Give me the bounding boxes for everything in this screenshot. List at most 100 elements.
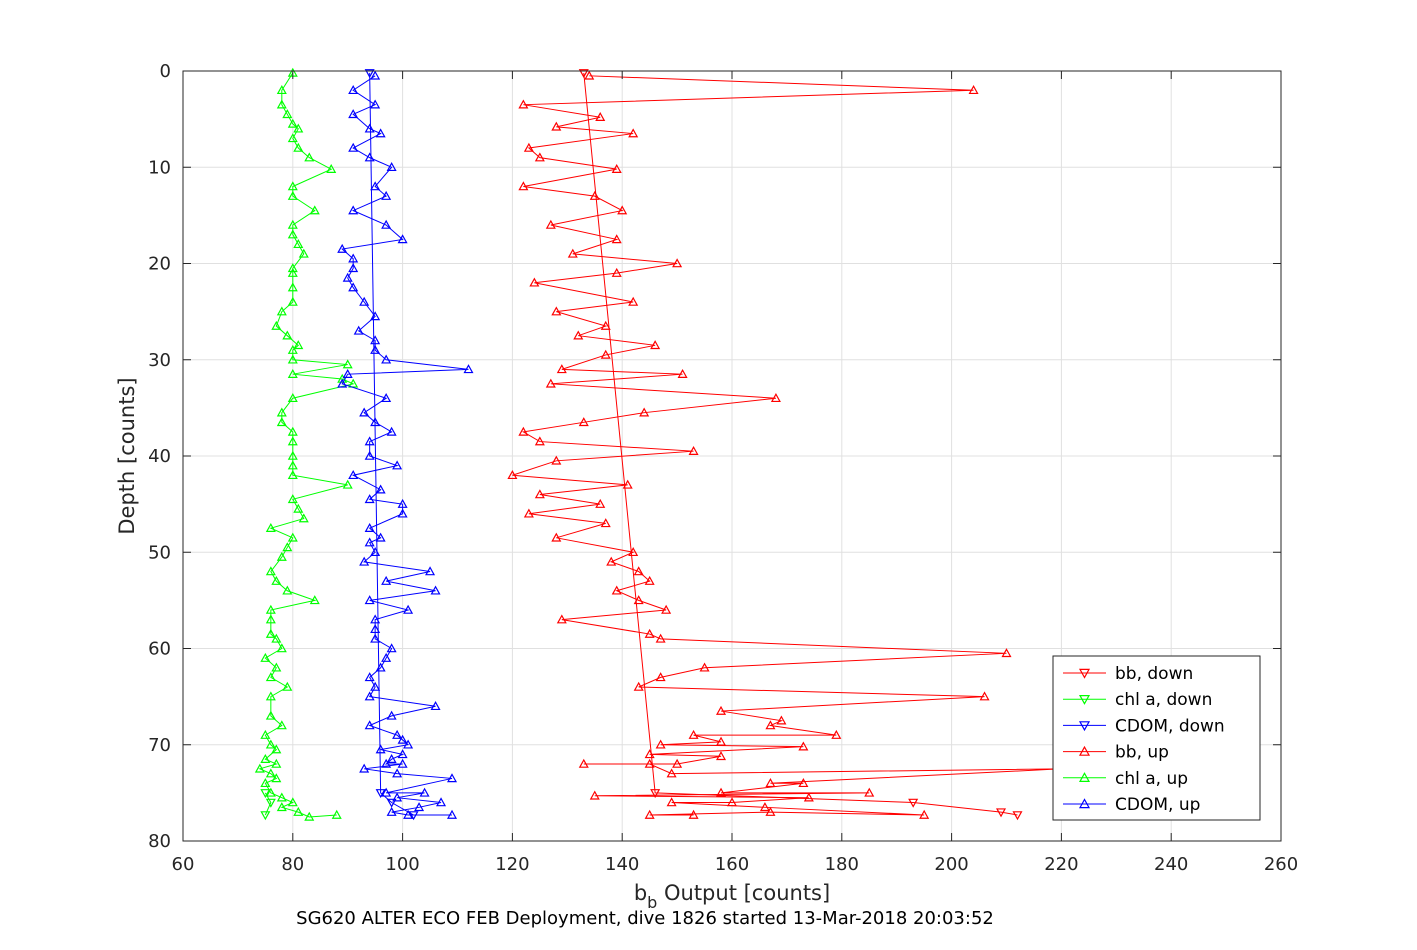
data-point (578, 69, 589, 79)
data-point (364, 720, 375, 730)
data-point (381, 652, 392, 662)
legend-label: CDOM, up (1115, 795, 1200, 815)
data-point (392, 768, 403, 778)
y-tick-label: 20 (148, 254, 171, 275)
data-point (666, 768, 677, 778)
data-point (386, 798, 397, 808)
data-point (633, 595, 644, 605)
data-point (716, 751, 727, 761)
data-point (386, 710, 397, 720)
data-point (551, 121, 562, 131)
data-point (386, 426, 397, 436)
data-point (364, 537, 375, 547)
data-point (770, 393, 781, 403)
data-point (370, 681, 381, 691)
legend-label: CDOM, down (1115, 716, 1225, 736)
data-point (287, 797, 298, 807)
data-point (600, 518, 611, 528)
data-point (611, 267, 622, 277)
data-point (639, 407, 650, 417)
data-point (650, 789, 661, 799)
data-point (287, 219, 298, 229)
data-point (331, 809, 342, 819)
data-point (798, 778, 809, 788)
data-point (370, 547, 381, 557)
data-point (276, 802, 287, 812)
data-point (397, 758, 408, 768)
x-tick-label: 180 (825, 854, 859, 875)
data-point (342, 368, 353, 378)
data-point (397, 234, 408, 244)
data-point (348, 263, 359, 273)
data-point (556, 364, 567, 374)
data-point (716, 736, 727, 746)
data-point (265, 691, 276, 701)
data-point (419, 787, 430, 797)
data-point (276, 85, 287, 95)
data-point (276, 99, 287, 109)
data-point (644, 758, 655, 768)
data-point (908, 798, 919, 808)
data-point (595, 111, 606, 122)
data-point (518, 99, 529, 109)
data-point (699, 662, 710, 672)
data-point (666, 797, 677, 807)
data-point (655, 739, 666, 749)
x-axis-title-rest: Output [counts] (657, 881, 830, 905)
data-point (589, 190, 600, 200)
data-point (523, 508, 534, 518)
data-point (375, 789, 386, 799)
data-point (397, 498, 408, 508)
data-point (287, 267, 298, 277)
data-point (342, 359, 353, 369)
data-point (348, 85, 359, 95)
data-point (600, 320, 611, 330)
data-point (293, 142, 304, 152)
data-point (370, 335, 381, 345)
data-point (688, 729, 699, 739)
data-point (282, 109, 293, 119)
data-point (518, 181, 529, 191)
data-point (364, 691, 375, 701)
legend-label: bb, up (1115, 743, 1169, 763)
data-point (523, 142, 534, 152)
x-tick-label: 100 (385, 854, 419, 875)
data-point (276, 306, 287, 316)
data-point (397, 734, 408, 744)
legend-entry: chl a, down (1063, 690, 1212, 710)
data-point (364, 450, 375, 460)
series-line (512, 75, 1062, 816)
data-point (370, 614, 381, 624)
data-point (359, 296, 370, 306)
data-point (534, 152, 545, 162)
data-point (276, 792, 287, 802)
data-point (381, 219, 392, 229)
series-chl-a-up (254, 67, 359, 821)
y-tick-label: 70 (148, 735, 171, 756)
data-point (342, 272, 353, 282)
data-point (337, 378, 348, 388)
data-point (370, 70, 381, 80)
data-point (381, 787, 392, 797)
data-point (304, 811, 315, 821)
data-point (567, 248, 578, 258)
data-point (287, 296, 298, 306)
data-point (287, 263, 298, 273)
data-point (995, 808, 1007, 818)
data-point (260, 811, 271, 821)
data-point (287, 460, 298, 470)
legend-marker (1078, 694, 1091, 705)
data-point (370, 417, 381, 427)
legend-label: chl a, down (1115, 690, 1212, 710)
y-tick-label: 10 (148, 157, 171, 178)
data-point (353, 325, 364, 335)
data-point (381, 758, 392, 768)
data-point (348, 253, 359, 263)
data-point (276, 407, 287, 417)
data-point (364, 494, 375, 504)
data-point (386, 806, 397, 816)
data-point (425, 566, 436, 576)
series-line (258, 72, 355, 818)
x-tick-label: 60 (172, 854, 195, 875)
data-point (260, 729, 271, 739)
